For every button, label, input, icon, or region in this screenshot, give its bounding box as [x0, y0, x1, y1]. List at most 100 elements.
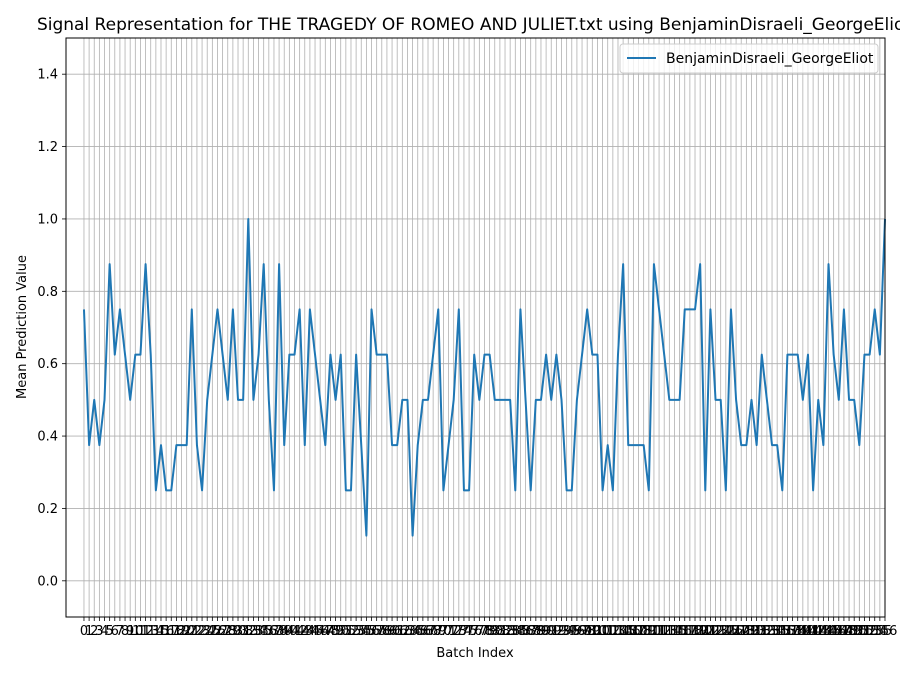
x-tick-label: 104: [606, 624, 631, 639]
x-tick-label: 139: [785, 624, 810, 639]
x-tick-label: 146: [821, 624, 846, 639]
x-tick-label: 93: [553, 624, 570, 639]
x-tick-label: 68: [425, 624, 442, 639]
x-tick-label: 86: [517, 624, 534, 639]
x-tick-label: 82: [497, 624, 514, 639]
x-tick-label: 53: [348, 624, 365, 639]
x-tick-label: 144: [811, 624, 836, 639]
x-tick-label: 122: [698, 624, 723, 639]
x-tick-label: 35: [255, 624, 272, 639]
x-tick-label: 48: [322, 624, 339, 639]
x-tick-label: 0: [80, 624, 88, 639]
x-tick-label: 119: [683, 624, 708, 639]
x-tick-label: 26: [209, 624, 226, 639]
x-tick-label: 123: [703, 624, 728, 639]
x-tick-label: 20: [178, 624, 195, 639]
x-tick-label: 45: [307, 624, 324, 639]
x-tick-label: 62: [394, 624, 411, 639]
x-tick-label: 151: [847, 624, 872, 639]
x-tick-label: 65: [409, 624, 426, 639]
x-tick-label: 41: [286, 624, 303, 639]
x-tick-label: 52: [343, 624, 360, 639]
series-layer: [82, 217, 886, 537]
plot-frame: [65, 37, 886, 618]
x-tick-label: 143: [806, 624, 831, 639]
x-tick-label: 38: [271, 624, 288, 639]
x-tick-label: 141: [796, 624, 821, 639]
x-tick-label: 77: [471, 624, 488, 639]
x-tick-label: 22: [189, 624, 206, 639]
x-tick-label: 73: [451, 624, 468, 639]
x-tick-label: 3: [95, 624, 103, 639]
x-tick-label: 138: [780, 624, 805, 639]
x-tick-label: 154: [862, 624, 887, 639]
x-tick-label: 33: [245, 624, 262, 639]
x-tick-label: 46: [312, 624, 329, 639]
x-tick-label: 108: [626, 624, 651, 639]
x-tick-label: 98: [579, 624, 596, 639]
x-tick-label: 88: [528, 624, 545, 639]
y-tick-label: 1.0: [37, 212, 58, 227]
x-tick-label: 59: [379, 624, 396, 639]
y-tick-label: 0.2: [37, 502, 58, 517]
x-tick-label: 43: [296, 624, 313, 639]
x-tick-label: 91: [543, 624, 560, 639]
x-tick-label: 72: [445, 624, 462, 639]
x-tick-label: 147: [826, 624, 851, 639]
x-tick-label: 112: [647, 624, 672, 639]
x-tick-label: 131: [744, 624, 769, 639]
x-tick-label: 148: [832, 624, 857, 639]
x-tick-label: 6: [111, 624, 119, 639]
x-tick-label: 106: [616, 624, 641, 639]
x-tick-label: 14: [148, 624, 165, 639]
x-tick-label: 111: [642, 624, 667, 639]
x-tick-label: 156: [873, 624, 898, 639]
x-tick-label: 90: [538, 624, 555, 639]
x-tick-label: 70: [435, 624, 452, 639]
x-tick-label: 155: [867, 624, 892, 639]
x-tick-label: 135: [765, 624, 790, 639]
x-tick-label: 10: [127, 624, 144, 639]
x-tick-label: 44: [302, 624, 319, 639]
x-tick-label: 56: [363, 624, 380, 639]
x-tick-label: 124: [708, 624, 733, 639]
x-tick-label: 110: [636, 624, 661, 639]
x-tick-label: 18: [168, 624, 185, 639]
x-gridlines: [83, 38, 886, 617]
x-tick-label: 1: [85, 624, 93, 639]
x-tick-label: 113: [652, 624, 677, 639]
x-tick-label: 85: [512, 624, 529, 639]
x-tick-label: 94: [558, 624, 575, 639]
x-tick-label: 28: [219, 624, 236, 639]
y-tick-label: 0.8: [37, 285, 58, 300]
y-tick-label: 0.4: [37, 430, 58, 445]
x-tick-label: 57: [368, 624, 385, 639]
x-tick-label: 36: [261, 624, 278, 639]
x-tick-label: 49: [327, 624, 344, 639]
x-tick-label: 61: [389, 624, 406, 639]
x-tick-label: 97: [574, 624, 591, 639]
x-tick-label: 60: [384, 624, 401, 639]
x-tick-label: 47: [317, 624, 334, 639]
x-tick-label: 126: [719, 624, 744, 639]
x-tick-label: 121: [693, 624, 718, 639]
x-tick-label: 136: [770, 624, 795, 639]
x-tick-label: 23: [194, 624, 211, 639]
x-tick-label: 118: [677, 624, 702, 639]
x-tick-label: 75: [461, 624, 478, 639]
y-tick-label: 0.0: [37, 574, 58, 589]
x-tick-label: 140: [790, 624, 815, 639]
y-tick-label: 1.2: [37, 140, 58, 155]
legend: BenjaminDisraeli_GeorgeEliot: [619, 43, 879, 74]
x-tick-label: 40: [281, 624, 298, 639]
x-tick-label: 79: [481, 624, 498, 639]
x-tick-label: 4: [100, 624, 108, 639]
x-tick-label: 15: [153, 624, 170, 639]
x-tick-label: 83: [502, 624, 519, 639]
x-tick-label: 31: [235, 624, 252, 639]
y-axis-ticks: 0.0 0.2 0.4 0.6 0.8 1.0 1.2 1.4: [37, 68, 66, 589]
x-tick-label: 16: [158, 624, 175, 639]
x-tick-label: 37: [266, 624, 283, 639]
series-line: [82, 217, 886, 537]
